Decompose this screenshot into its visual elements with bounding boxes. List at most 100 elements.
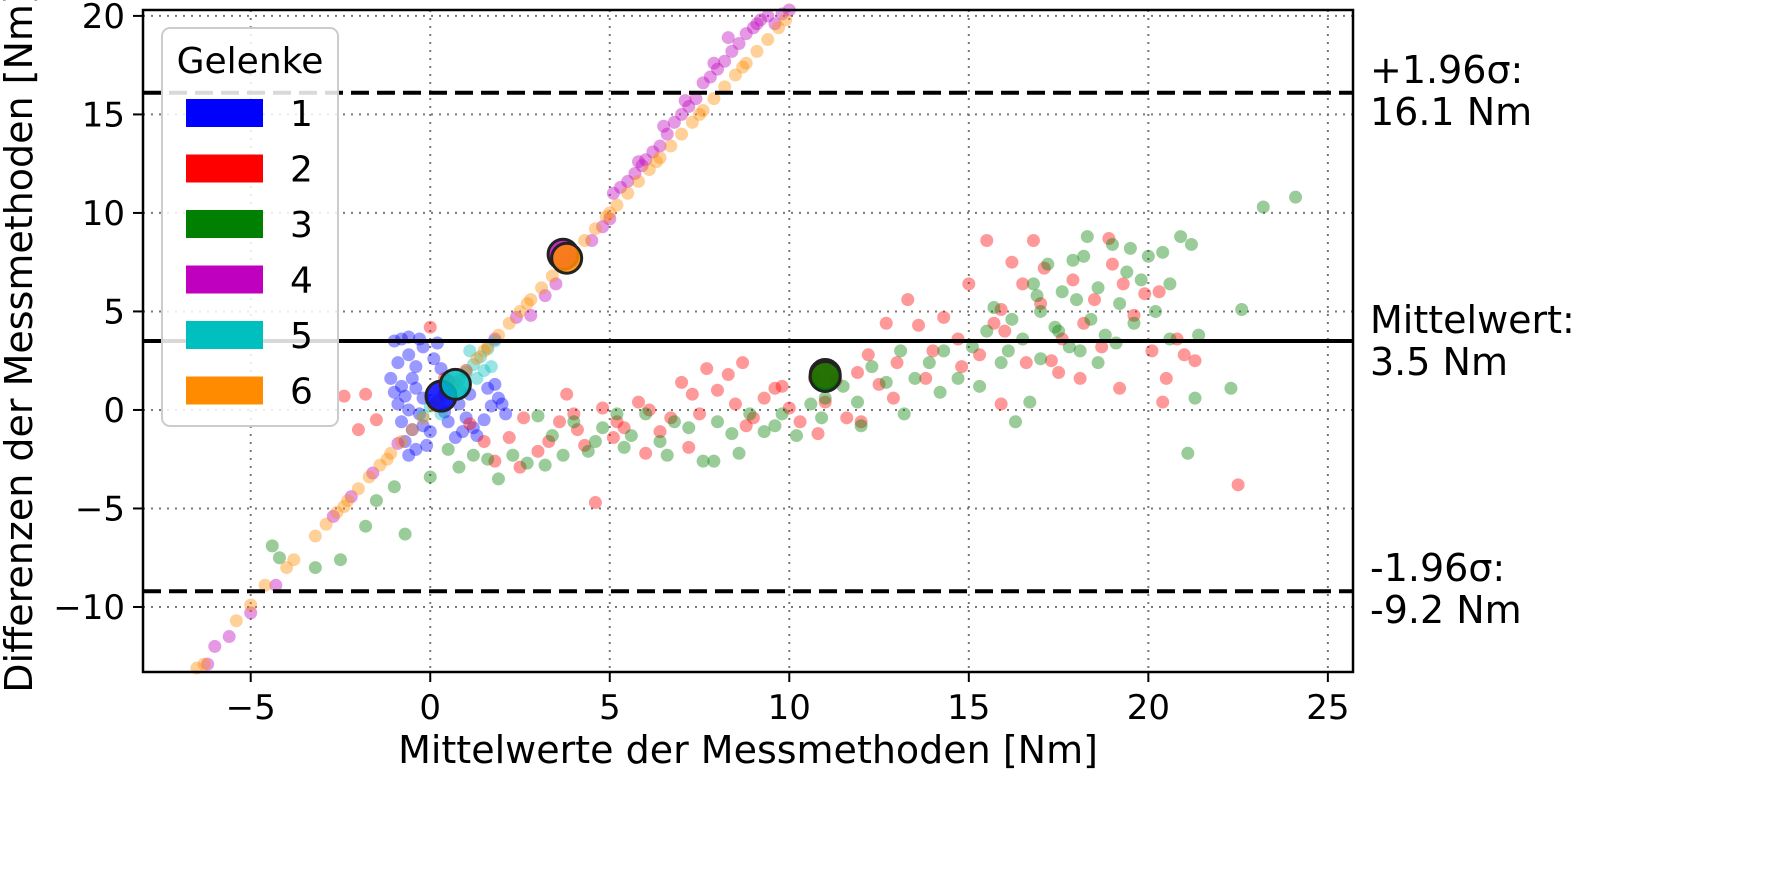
scatter-point-joint-2 <box>851 366 865 380</box>
scatter-point-joint-6 <box>258 578 272 592</box>
scatter-point-joint-3 <box>1256 200 1270 214</box>
scatter-point-joint-4 <box>614 180 628 194</box>
scatter-point-joint-6 <box>653 151 667 165</box>
scatter-point-joint-3 <box>973 379 987 393</box>
scatter-point-joint-3 <box>1034 352 1048 366</box>
legend-swatch-joint-4 <box>186 265 263 294</box>
legend-label-joint-6: 6 <box>290 372 313 413</box>
scatter-point-joint-2 <box>542 434 556 448</box>
scatter-point-joint-2 <box>879 316 893 330</box>
scatter-point-joint-1 <box>405 423 419 437</box>
scatter-point-joint-4 <box>696 76 710 90</box>
scatter-point-joint-3 <box>1134 273 1148 287</box>
scatter-point-joint-2 <box>513 460 527 474</box>
scatter-point-joint-3 <box>538 458 552 472</box>
scatter-point-joint-4 <box>746 21 760 35</box>
scatter-point-joint-5 <box>477 364 491 378</box>
scatter-point-joint-2 <box>937 310 951 324</box>
scatter-point-joint-3 <box>818 391 832 405</box>
scatter-point-joint-5 <box>474 350 488 364</box>
scatter-point-joint-3 <box>1030 289 1044 303</box>
scatter-point-joint-6 <box>308 529 322 543</box>
scatter-point-joint-3 <box>1120 265 1134 279</box>
scatter-point-joint-3 <box>581 444 595 458</box>
scatter-point-joint-2 <box>919 371 933 385</box>
scatter-point-joint-6 <box>588 222 602 236</box>
scatter-point-joint-4 <box>621 174 635 188</box>
scatter-point-joint-2 <box>994 302 1008 316</box>
scatter-point-joint-3 <box>775 407 789 421</box>
scatter-point-joint-1 <box>491 391 505 405</box>
scatter-point-joint-3 <box>1084 312 1098 326</box>
scatter-point-joint-6 <box>384 446 398 460</box>
scatter-point-joint-4 <box>750 17 764 31</box>
scatter-point-joint-2 <box>682 440 696 454</box>
scatter-point-joint-6 <box>599 210 613 224</box>
scatter-point-joint-3 <box>506 448 520 462</box>
scatter-point-joint-3 <box>387 480 401 494</box>
scatter-point-joint-1 <box>441 415 455 429</box>
scatter-point-joint-3 <box>854 419 868 433</box>
scatter-point-joint-2 <box>1113 381 1127 395</box>
scatter-point-joint-2 <box>1127 308 1141 322</box>
scatter-point-joint-2 <box>617 421 631 435</box>
legend-label-joint-2: 2 <box>290 150 313 191</box>
scatter-point-joint-6 <box>621 186 635 200</box>
scatter-point-joint-4 <box>657 119 671 133</box>
scatter-point-joint-2 <box>811 427 825 441</box>
scatter-point-joint-2 <box>359 387 373 401</box>
scatter-point-joint-2 <box>351 423 365 437</box>
scatter-point-joint-1 <box>427 352 441 366</box>
scatter-point-joint-1 <box>412 407 426 421</box>
scatter-point-joint-3 <box>1192 328 1206 342</box>
scatter-point-joint-4 <box>585 234 599 248</box>
scatter-point-joint-6 <box>351 482 365 496</box>
scatter-point-joint-3 <box>1091 356 1105 370</box>
scatter-point-joint-6 <box>642 163 656 177</box>
scatter-point-joint-2 <box>757 391 771 405</box>
scatter-point-joint-3 <box>987 301 1001 315</box>
scatter-point-joint-4 <box>635 159 649 173</box>
scatter-point-joint-6 <box>750 44 764 58</box>
scatter-point-joint-3 <box>466 448 480 462</box>
scatter-point-joint-3 <box>1073 344 1087 358</box>
scatter-point-joint-6 <box>229 614 243 628</box>
scatter-point-joint-2 <box>369 413 383 427</box>
scatter-point-joint-3 <box>804 397 818 411</box>
grid <box>143 10 1353 672</box>
scatter-point-joint-4 <box>603 212 617 226</box>
scatter-point-joint-1 <box>398 389 412 403</box>
x-tick-label: 25 <box>1306 688 1349 728</box>
legend-swatch-joint-1 <box>186 99 263 127</box>
scatter-point-joint-1 <box>466 421 480 435</box>
scatter-point-joint-1 <box>409 381 423 395</box>
scatter-point-joint-4 <box>538 289 552 303</box>
scatter-point-joint-2 <box>840 411 854 425</box>
scatter-point-joint-2 <box>782 401 796 415</box>
scatter-point-joint-3 <box>1091 281 1105 295</box>
scatter-point-joint-2 <box>1073 371 1087 385</box>
scatter-point-joint-3 <box>1289 190 1303 204</box>
scatter-point-joint-2 <box>1116 277 1130 291</box>
scatter-point-joint-6 <box>578 234 592 248</box>
scatter-point-joint-2 <box>973 348 987 362</box>
scatter-point-joint-3 <box>1105 237 1119 251</box>
y-tick-label: −5 <box>75 489 125 529</box>
scatter-point-joint-2 <box>1152 285 1166 299</box>
scatter-point-joint-3 <box>1224 381 1238 395</box>
scatter-point-joint-1 <box>387 385 401 399</box>
scatter-point-joint-3 <box>1163 277 1177 291</box>
scatter-point-joint-6 <box>197 657 211 671</box>
scatter-point-joint-6 <box>772 21 786 35</box>
scatter-point-joint-3 <box>908 371 922 385</box>
scatter-point-joint-3 <box>545 429 559 443</box>
scatter-point-joint-4 <box>768 17 782 31</box>
scatter-point-joint-2 <box>1138 287 1152 301</box>
scatter-point-joint-4 <box>682 100 696 114</box>
x-tick-label: 10 <box>768 688 811 728</box>
scatter-point-joint-2 <box>962 277 976 291</box>
scatter-point-joint-4 <box>391 436 405 450</box>
scatter-point-joint-3 <box>815 411 829 425</box>
scatter-point-joint-3 <box>789 429 803 443</box>
